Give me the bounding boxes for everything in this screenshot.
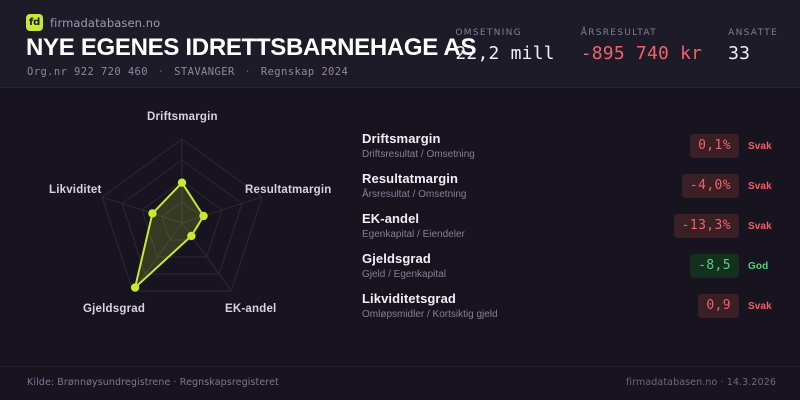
table-row[interactable]: EK-andel Egenkapital / Eiendeler -13,3% …: [362, 206, 782, 246]
metric-name: EK-andel: [362, 210, 420, 226]
table-row[interactable]: Likviditetsgrad Omløpsmidler / Kortsikti…: [362, 286, 782, 326]
header-bar: fd firmadatabasen.no NYE EGENES IDRETTSB…: [0, 0, 800, 88]
radar-spoke: [181, 196, 263, 224]
metric-formula: Gjeld / Egenkapital: [362, 268, 446, 280]
footer-bar: Kilde: Brønnøysundregistrene · Regnskaps…: [0, 366, 800, 400]
status-badge: God: [748, 260, 769, 272]
metric-right: -8,5 God: [690, 254, 782, 278]
kpi-arsresultat: ÅRSRESULTAT -895 740 kr: [581, 28, 702, 64]
metric-value: 0,9: [698, 294, 739, 318]
metric-name: Likviditetsgrad: [362, 290, 456, 306]
radar-label-driftsmargin: Driftsmargin: [147, 111, 218, 123]
meta-separator-2: ·: [237, 66, 258, 78]
metric-right: -4,0% Svak: [681, 174, 782, 198]
table-row[interactable]: Driftsmargin Driftsresultat / Omsetning …: [362, 126, 782, 166]
company-orgnr: Org.nr 922 720 460: [27, 66, 148, 78]
status-badge: Svak: [748, 220, 772, 232]
kpi-omsetning-label: OMSETNING: [455, 28, 522, 38]
radar-label-likviditet: Likviditet: [49, 184, 102, 196]
radar-series-area: [134, 181, 205, 289]
radar-data-point: [148, 209, 157, 218]
metric-right: -13,3% Svak: [673, 214, 782, 238]
company-city: STAVANGER: [174, 66, 235, 78]
kpi-ansatte: ANSATTE 33: [728, 28, 778, 64]
table-row[interactable]: Resultatmargin Årsresultat / Omsetning -…: [362, 166, 782, 206]
page-title: NYE EGENES IDRETTSBARNEHAGE AS: [26, 34, 477, 61]
radar-label-resultatmargin: Resultatmargin: [245, 184, 332, 196]
metric-formula: Egenkapital / Eiendeler: [362, 228, 465, 240]
radar-grid-ring: [101, 138, 263, 292]
metric-name: Driftsmargin: [362, 130, 441, 146]
company-meta: Org.nr 922 720 460 · STAVANGER · Regnska…: [27, 66, 348, 78]
brand-name: firmadatabasen.no: [50, 15, 161, 30]
radar-label-ek-andel: EK-andel: [225, 303, 277, 315]
radar-chart-svg: [101, 138, 263, 292]
radar-series-points: [130, 178, 208, 292]
radar-data-point: [187, 231, 196, 241]
kpi-group: OMSETNING 22,2 mill ÅRSRESULTAT -895 740…: [455, 28, 778, 64]
footer-stamp: firmadatabasen.no · 14.3.2026: [625, 377, 776, 388]
status-badge: Svak: [748, 300, 772, 312]
kpi-omsetning: OMSETNING 22,2 mill: [455, 28, 554, 64]
radar-chart: Driftsmargin Resultatmargin EK-andel Gje…: [0, 88, 355, 358]
firmadatabasen-logo-icon: fd: [26, 14, 43, 31]
radar-grid-ring: [161, 201, 203, 241]
radar-label-gjeldsgrad: Gjeldsgrad: [83, 303, 146, 315]
meta-separator-1: ·: [151, 66, 172, 78]
brand[interactable]: fd firmadatabasen.no: [26, 14, 160, 31]
radar-grid: [101, 138, 263, 292]
radar-grid-ring: [121, 159, 243, 275]
radar-grid-ring: [141, 180, 223, 258]
metric-value: -13,3%: [673, 214, 739, 238]
metric-formula: Driftsresultat / Omsetning: [362, 148, 475, 160]
kpi-omsetning-value: 22,2 mill: [455, 43, 555, 64]
metric-value: 0,1%: [690, 134, 739, 158]
metric-text: Likviditetsgrad Omløpsmidler / Kortsikti…: [362, 291, 698, 322]
metric-value: -8,5: [690, 254, 739, 278]
radar-data-point: [130, 283, 140, 292]
company-fiscal-year: Regnskap 2024: [260, 66, 349, 78]
metric-name: Resultatmargin: [362, 170, 459, 186]
kpi-arsresultat-value: -895 740 kr: [580, 43, 703, 64]
radar-data-point: [199, 211, 208, 221]
kpi-arsresultat-label: ÅRSRESULTAT: [580, 28, 657, 38]
status-badge: Svak: [748, 180, 772, 192]
metric-name: Gjeldsgrad: [362, 250, 431, 266]
radar-spoke: [101, 196, 183, 224]
radar-data-point: [177, 178, 187, 187]
kpi-ansatte-value: 33: [728, 43, 751, 64]
kpi-ansatte-label: ANSATTE: [728, 28, 778, 38]
metric-text: Resultatmargin Årsresultat / Omsetning: [362, 171, 682, 202]
metric-right: 0,9 Svak: [698, 294, 782, 318]
metric-right: 0,1% Svak: [690, 134, 782, 158]
metric-formula: Omløpsmidler / Kortsiktig gjeld: [362, 308, 498, 320]
table-row[interactable]: Gjeldsgrad Gjeld / Egenkapital -8,5 God: [362, 246, 782, 286]
metric-text: Driftsmargin Driftsresultat / Omsetning: [362, 131, 690, 162]
metric-text: EK-andel Egenkapital / Eiendeler: [362, 211, 674, 242]
status-badge: Svak: [748, 140, 772, 152]
radar-spoke: [132, 222, 183, 292]
metric-value: -4,0%: [681, 174, 739, 198]
metric-formula: Årsresultat / Omsetning: [362, 188, 467, 200]
metrics-list: Driftsmargin Driftsresultat / Omsetning …: [362, 126, 782, 326]
metric-text: Gjeldsgrad Gjeld / Egenkapital: [362, 251, 690, 282]
footer-source: Kilde: Brønnøysundregistrene · Regnskaps…: [27, 377, 279, 388]
